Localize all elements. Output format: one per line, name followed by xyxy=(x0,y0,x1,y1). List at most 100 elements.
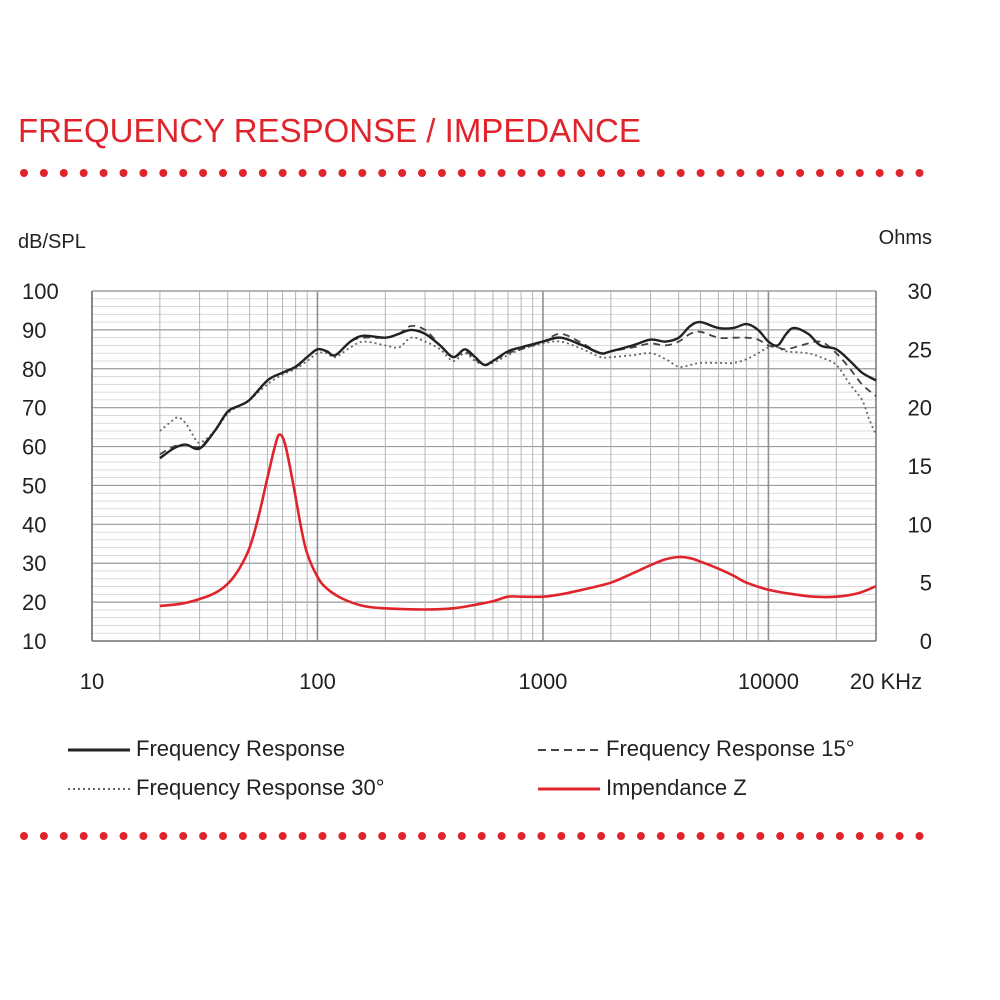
y-right-tick-label: 5 xyxy=(920,571,932,596)
divider-dot xyxy=(875,832,884,840)
divider-dot xyxy=(338,832,347,840)
divider-dot xyxy=(59,832,68,840)
y-left-tick-label: 50 xyxy=(22,473,46,498)
legend-label: Frequency Response 30° xyxy=(136,775,385,800)
divider-dot xyxy=(816,169,824,177)
divider-dot xyxy=(557,169,566,177)
divider-dot xyxy=(736,832,745,840)
y-axis-right-label: Ohms xyxy=(879,227,932,249)
series-line-impendance-z xyxy=(159,433,877,611)
divider-dot xyxy=(776,169,785,177)
divider-dot xyxy=(238,169,247,177)
divider-dot xyxy=(238,832,247,840)
divider-dot xyxy=(756,832,765,840)
divider-dot xyxy=(915,832,924,840)
divider-dot xyxy=(437,169,446,177)
y-right-tick-label: 25 xyxy=(908,337,932,362)
grid-lines xyxy=(91,290,877,642)
divider-dot xyxy=(119,169,128,177)
divider-dot xyxy=(676,169,685,177)
y-left-tick-label: 100 xyxy=(22,279,59,304)
legend-frequency-response: Frequency Response xyxy=(68,736,345,762)
divider-dot xyxy=(59,169,68,177)
axes xyxy=(91,290,877,642)
divider-dot xyxy=(835,832,844,840)
divider-dot xyxy=(219,832,227,840)
divider-dot xyxy=(636,169,645,177)
divider-dot xyxy=(696,169,705,177)
divider-dot xyxy=(497,169,506,177)
divider-dot xyxy=(617,832,625,840)
legend-label: Frequency Response 15° xyxy=(606,736,855,761)
divider-dot xyxy=(716,832,725,840)
divider-dot xyxy=(378,832,387,840)
divider-dot xyxy=(477,169,486,177)
divider-dot xyxy=(358,832,367,840)
legend-frequency-response-30: Frequency Response 30° xyxy=(68,775,385,801)
divider-dot xyxy=(457,832,466,840)
top-dotted-divider xyxy=(20,169,924,177)
divider-dot xyxy=(776,832,785,840)
divider-dot xyxy=(835,169,844,177)
x-tick-label: 20 KHz xyxy=(850,669,922,694)
y-left-tick-label: 70 xyxy=(22,396,46,421)
y-left-tick-label: 20 xyxy=(22,590,46,615)
divider-dot xyxy=(39,169,48,177)
divider-dot xyxy=(20,169,28,177)
series-line-frequency-response-15 xyxy=(159,324,877,456)
divider-dot xyxy=(79,832,88,840)
y-left-tick-label: 30 xyxy=(22,551,46,576)
x-tick-label: 100 xyxy=(299,669,336,694)
y-right-tick-label: 30 xyxy=(908,279,932,304)
x-tick-label: 1000 xyxy=(518,669,567,694)
divider-dot xyxy=(656,169,665,177)
divider-dot xyxy=(258,169,267,177)
divider-dot xyxy=(20,832,28,840)
chart-title: FREQUENCY RESPONSE / IMPEDANCE xyxy=(18,112,641,149)
divider-dot xyxy=(577,169,586,177)
y-left-tick-label: 10 xyxy=(22,629,46,654)
x-tick-label: 10 xyxy=(80,669,104,694)
divider-dot xyxy=(119,832,128,840)
divider-dot xyxy=(258,832,267,840)
y-left-tick-label: 80 xyxy=(22,357,46,382)
divider-dot xyxy=(875,169,884,177)
divider-dot xyxy=(736,169,745,177)
divider-dot xyxy=(617,169,625,177)
y-left-tick-label: 60 xyxy=(22,435,46,460)
divider-dot xyxy=(418,169,426,177)
divider-dot xyxy=(99,832,108,840)
divider-dot xyxy=(199,169,208,177)
y-right-tick-label: 10 xyxy=(908,512,932,537)
legend-dashed-line-icon xyxy=(538,749,600,752)
x-tick-label: 10000 xyxy=(738,669,799,694)
divider-dot xyxy=(278,169,287,177)
divider-dot xyxy=(497,832,506,840)
bottom-dotted-divider xyxy=(20,832,924,840)
divider-dot xyxy=(39,832,48,840)
divider-dot xyxy=(895,169,904,177)
divider-dot xyxy=(915,169,924,177)
divider-dot xyxy=(159,832,168,840)
divider-dot xyxy=(756,169,765,177)
divider-dot xyxy=(199,832,208,840)
divider-dot xyxy=(517,169,526,177)
divider-dot xyxy=(278,832,287,840)
y-left-tick-label: 90 xyxy=(22,318,46,343)
divider-dot xyxy=(636,832,645,840)
divider-dot xyxy=(816,832,824,840)
divider-dot xyxy=(298,832,307,840)
divider-dot xyxy=(696,832,705,840)
divider-dot xyxy=(597,832,606,840)
divider-dot xyxy=(477,832,486,840)
legend-label: Impendance Z xyxy=(606,775,747,800)
y-right-tick-label: 20 xyxy=(908,396,932,421)
legend-dotted-line-icon xyxy=(68,788,130,791)
divider-dot xyxy=(378,169,387,177)
divider-dot xyxy=(577,832,586,840)
y-left-tick-label: 40 xyxy=(22,512,46,537)
divider-dot xyxy=(139,169,148,177)
divider-dot xyxy=(99,169,108,177)
